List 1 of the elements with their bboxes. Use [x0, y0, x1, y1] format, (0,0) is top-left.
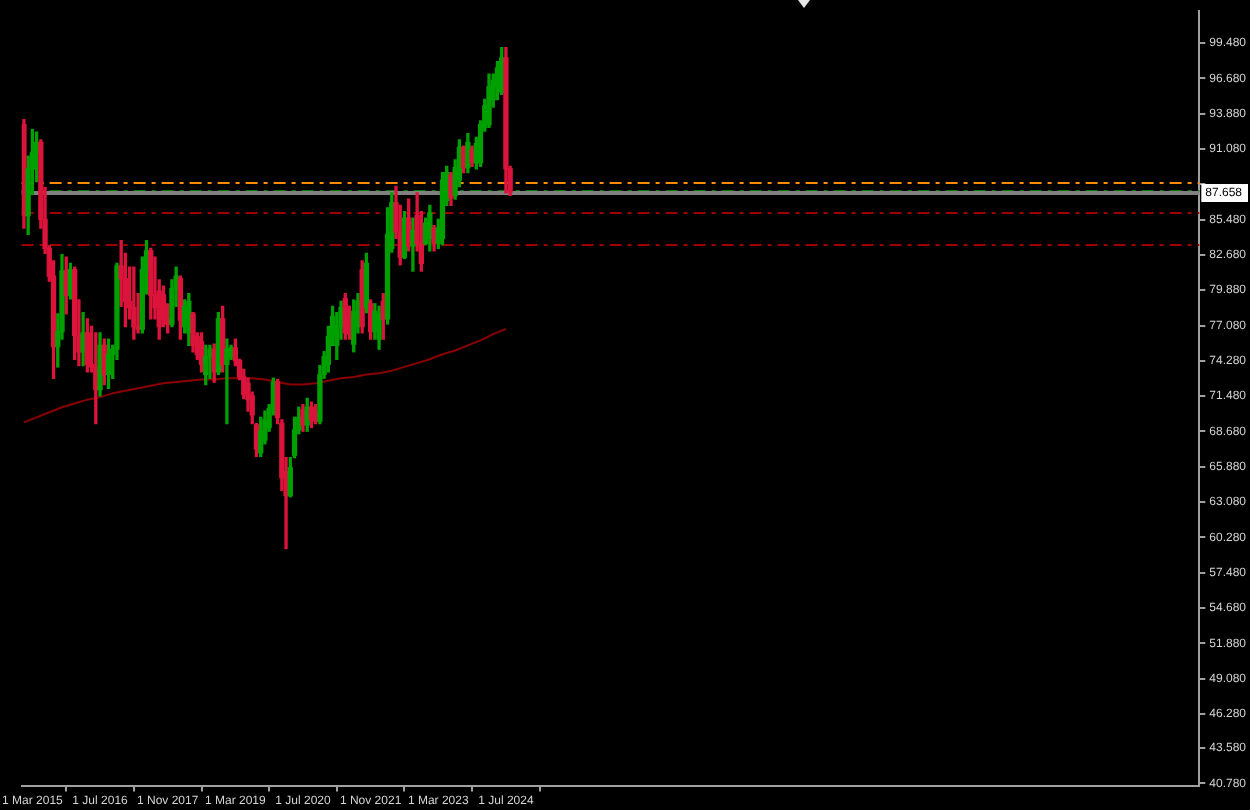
- candlestick: [224, 338, 230, 425]
